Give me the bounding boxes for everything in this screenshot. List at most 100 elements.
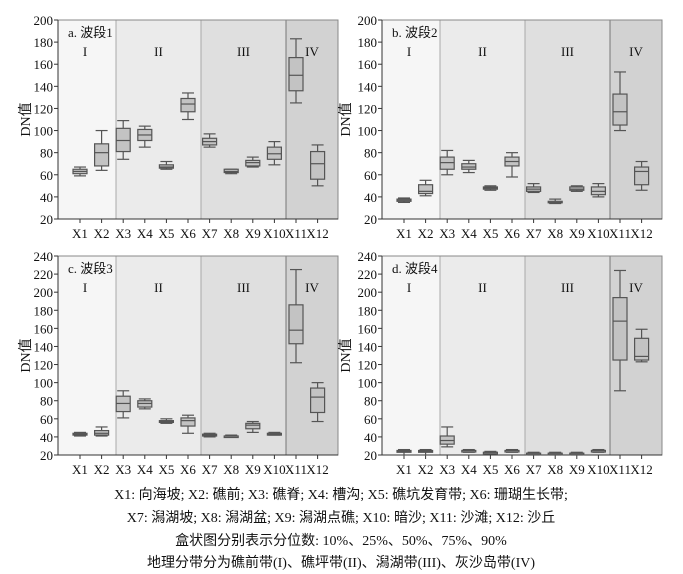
zone-background: [440, 256, 525, 455]
x-tick-label: X12: [306, 462, 328, 477]
x-tick-label: X1: [72, 462, 88, 477]
y-tick-label: 180: [358, 303, 378, 318]
zone-label: II: [478, 280, 487, 295]
x-tick-label: X9: [245, 226, 261, 241]
y-tick-label: 100: [358, 124, 378, 139]
caption-line-1: X1: 向海坡; X2: 礁前; X3: 礁脊; X4: 槽沟; X5: 礁坑发…: [114, 486, 568, 503]
y-tick-label: 160: [358, 57, 378, 72]
box-X1: [396, 448, 412, 456]
y-tick-label: 60: [40, 412, 53, 427]
box-X9: [245, 156, 261, 168]
x-tick-label: X8: [223, 462, 239, 477]
caption-line-2: X7: 潟湖坡; X8: 潟湖盆; X9: 潟湖点礁; X10: 暗沙; X11…: [127, 510, 555, 526]
box-iqr: [417, 184, 434, 195]
zone-background: [440, 20, 525, 219]
y-axis-label: DN值: [338, 102, 354, 136]
box-iqr: [245, 422, 261, 430]
x-tick-label: X7: [202, 226, 218, 241]
zone-label: III: [561, 44, 574, 59]
y-tick-label: 140: [34, 79, 54, 94]
box-X12: [310, 382, 326, 423]
box-X7: [526, 451, 542, 456]
box-X9: [569, 451, 585, 456]
box-X7: [202, 432, 218, 438]
box-iqr: [180, 97, 196, 113]
box-iqr: [634, 337, 650, 361]
zone-background: [201, 20, 286, 219]
x-tick-label: X10: [263, 226, 285, 241]
y-axis-label: DN值: [18, 102, 34, 136]
box-iqr: [310, 387, 326, 414]
y-tick-label: 200: [358, 13, 378, 28]
panel-title: b. 波段2: [392, 25, 438, 40]
box-iqr: [634, 166, 650, 186]
zone-label: I: [407, 280, 411, 295]
box-X6: [180, 92, 196, 121]
box-X12: [634, 328, 650, 363]
zone-background: [58, 20, 116, 219]
box-X10: [266, 141, 282, 166]
box-X11: [288, 268, 304, 364]
x-tick-label: X9: [569, 462, 585, 477]
x-tick-label: X7: [526, 462, 542, 477]
y-tick-label: 40: [364, 190, 377, 205]
box-iqr: [180, 417, 196, 427]
y-tick-label: 180: [358, 35, 378, 50]
y-tick-label: 100: [34, 376, 54, 391]
box-X5: [482, 185, 499, 191]
box-X4: [461, 448, 477, 453]
box-X2: [417, 179, 434, 197]
box-iqr: [288, 304, 304, 345]
box-X9: [569, 185, 585, 192]
y-tick-label: 40: [40, 430, 53, 445]
box-X8: [547, 198, 563, 205]
y-tick-label: 60: [364, 412, 377, 427]
zone-background: [525, 256, 610, 455]
zone-label: I: [83, 280, 87, 295]
x-tick-label: X11: [285, 462, 307, 477]
box-iqr: [310, 150, 326, 180]
x-tick-label: X6: [504, 226, 520, 241]
box-X10: [590, 448, 606, 453]
panel-title-bg: [384, 23, 434, 41]
box-X2: [417, 448, 434, 456]
box-X5: [482, 450, 499, 455]
y-tick-label: 180: [34, 35, 54, 50]
y-tick-label: 80: [364, 394, 377, 409]
box-X1: [72, 431, 88, 437]
caption-line-3: 盒状图分别表示分位数: 10%、25%、50%、75%、90%: [175, 532, 507, 549]
box-X5: [158, 418, 175, 424]
x-tick-label: X6: [504, 462, 520, 477]
panel-title: d. 波段4: [392, 261, 438, 276]
caption-line-4: 地理分带分为礁前带(I)、礁坪带(II)、潟湖带(III)、灰沙岛带(IV): [147, 554, 535, 571]
y-tick-label: 140: [358, 79, 378, 94]
box-X1: [396, 197, 412, 204]
x-tick-label: X2: [94, 226, 110, 241]
box-X7: [202, 133, 218, 148]
box-X8: [223, 434, 239, 439]
panel-1: I II III IV20406080100120140160180200DN值a. …: [18, 13, 339, 241]
y-tick-label: 120: [358, 358, 378, 373]
zone-label: I: [407, 44, 411, 59]
x-tick-label: X12: [306, 226, 328, 241]
zone-label: III: [237, 280, 250, 295]
y-tick-label: 120: [358, 101, 378, 116]
zone-label: II: [478, 44, 487, 59]
x-tick-label: X10: [263, 462, 285, 477]
y-tick-label: 220: [358, 267, 378, 282]
x-tick-label: X5: [482, 462, 498, 477]
y-tick-label: 20: [40, 212, 53, 227]
y-tick-label: 200: [34, 285, 54, 300]
box-iqr: [612, 93, 628, 126]
x-tick-label: X2: [94, 462, 110, 477]
x-tick-label: X11: [285, 226, 307, 241]
box-X4: [137, 125, 153, 148]
box-X3: [115, 120, 131, 160]
x-tick-label: X3: [115, 226, 131, 241]
x-tick-label: X2: [418, 462, 434, 477]
y-tick-label: 20: [364, 448, 377, 463]
x-tick-label: X9: [569, 226, 585, 241]
x-tick-label: X4: [137, 226, 153, 241]
box-X9: [245, 420, 261, 433]
panel-title-bg: [60, 23, 110, 41]
